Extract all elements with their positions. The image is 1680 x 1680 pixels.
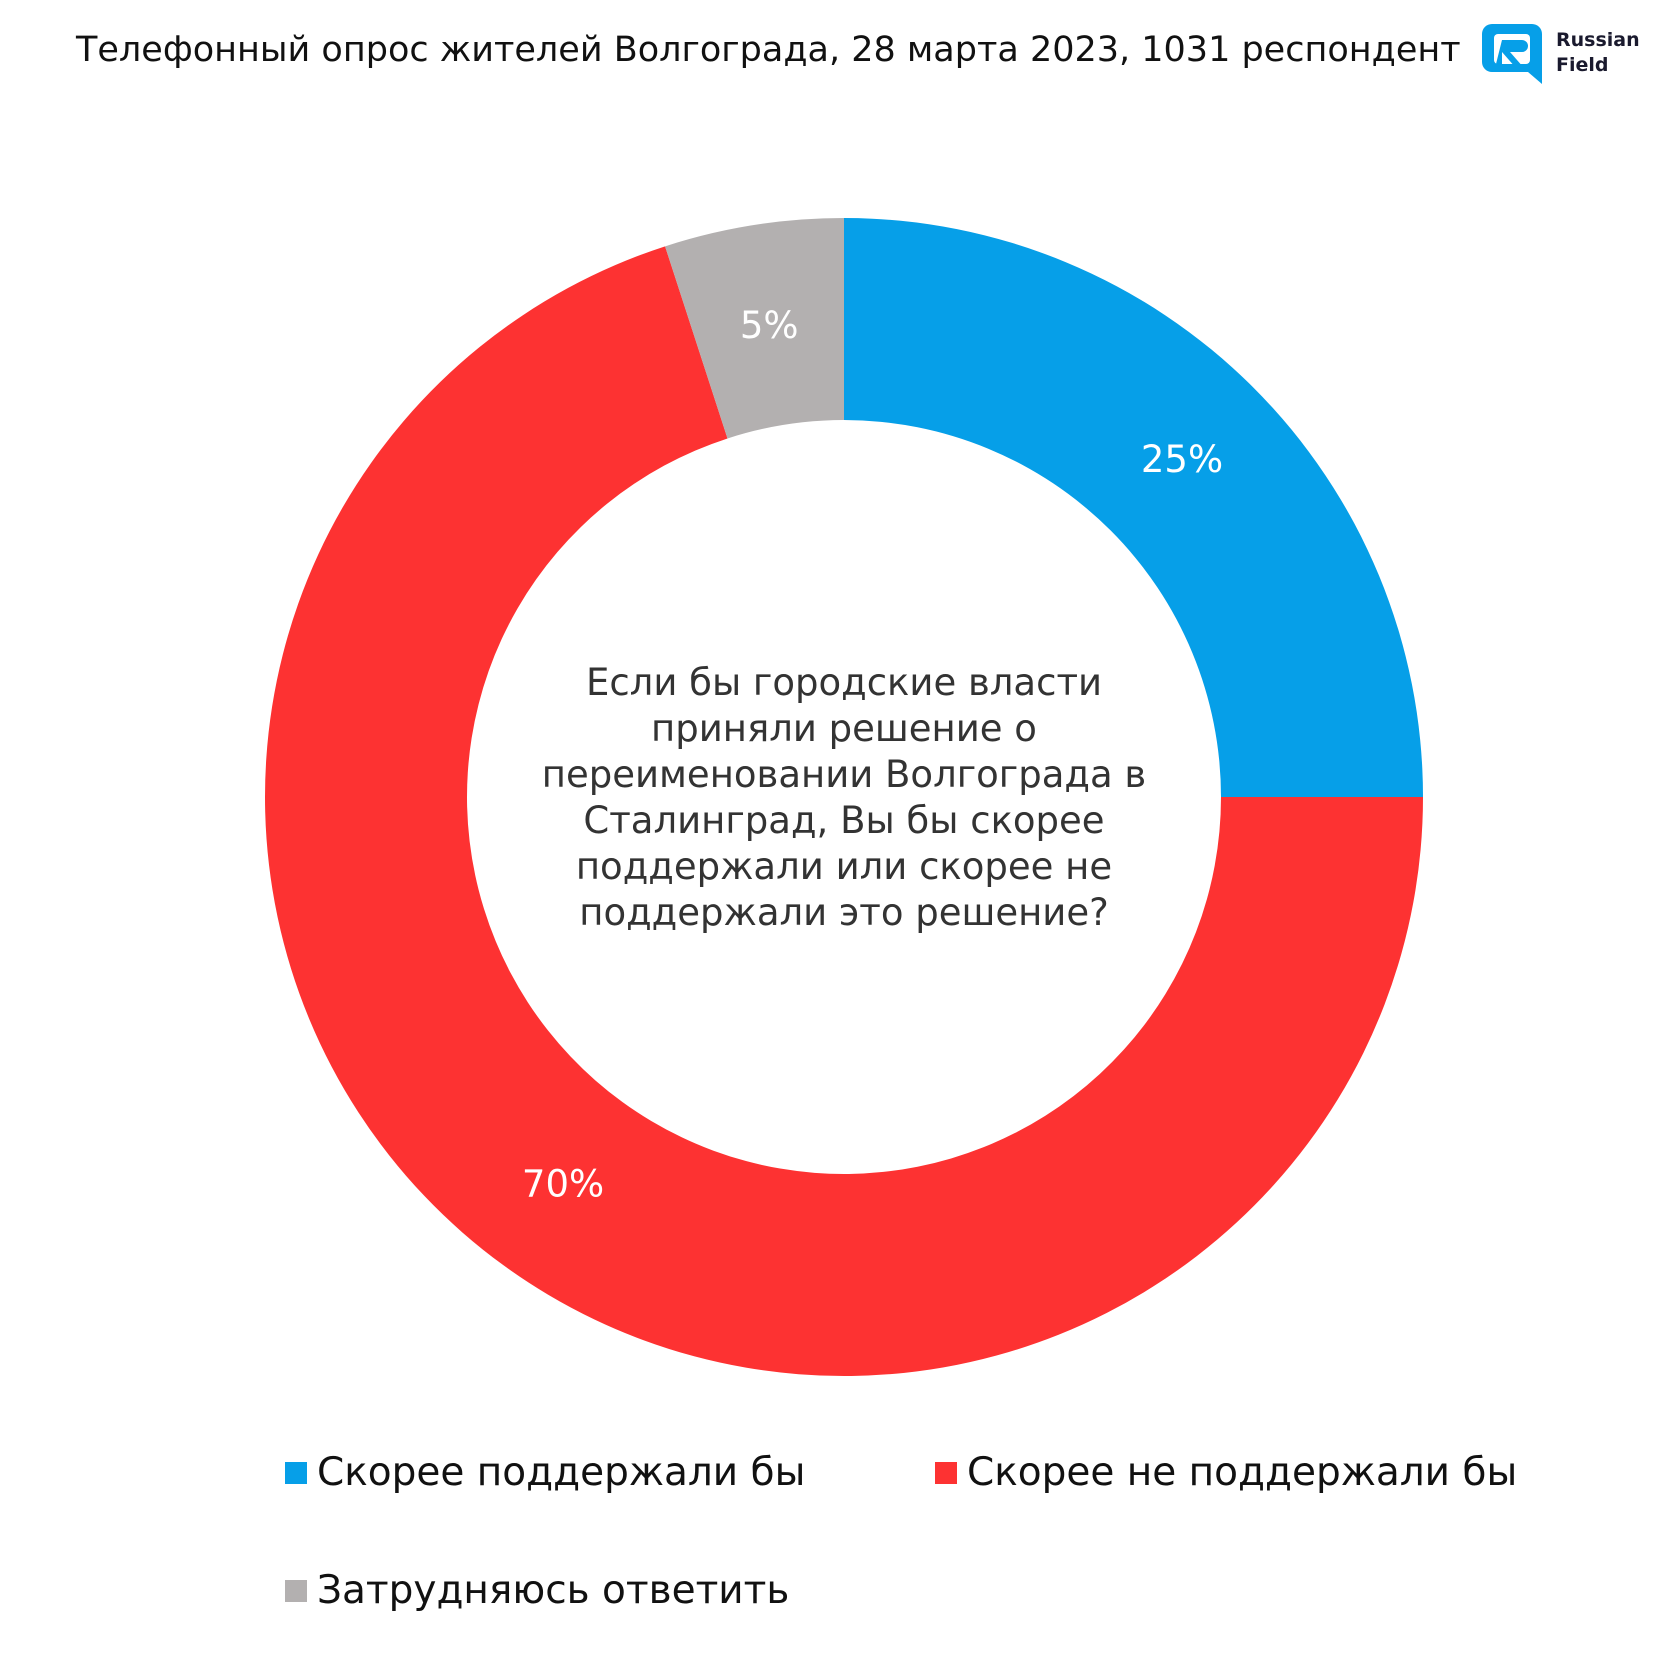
legend-label: Скорее не поддержали бы xyxy=(967,1450,1518,1495)
logo-text-line: Russian xyxy=(1556,29,1640,51)
chart-title: Телефонный опрос жителей Волгограда, 28 … xyxy=(76,30,1461,70)
slice-label: 25% xyxy=(1141,438,1223,481)
donut-slice xyxy=(665,218,844,439)
russian-field-logo xyxy=(1482,24,1542,84)
logo-text-line: Field xyxy=(1556,54,1609,76)
legend-label: Скорее поддержали бы xyxy=(317,1450,806,1495)
legend-item-undecided: Затрудняюсь ответить xyxy=(285,1568,789,1613)
donut-slice xyxy=(844,218,1423,797)
legend-item-support: Скорее поддержали бы xyxy=(285,1450,805,1495)
logo-text: Russian Field xyxy=(1556,28,1640,78)
center-question: Если бы городские власти приняли решение… xyxy=(541,661,1147,934)
slice-label: 5% xyxy=(740,304,799,347)
legend-swatch xyxy=(285,1461,307,1484)
donut-slice xyxy=(265,246,1424,1377)
legend-label: Затрудняюсь ответить xyxy=(317,1568,790,1613)
legend-swatch xyxy=(285,1579,307,1602)
slice-label: 70% xyxy=(522,1163,604,1206)
legend-item-oppose: Скорее не поддержали бы xyxy=(935,1450,1517,1495)
legend-swatch xyxy=(935,1461,957,1484)
